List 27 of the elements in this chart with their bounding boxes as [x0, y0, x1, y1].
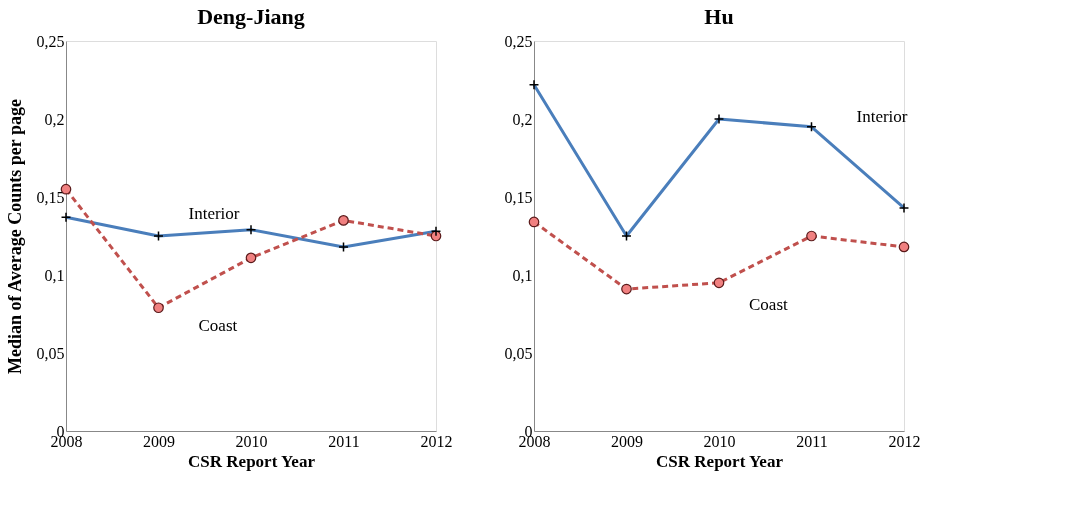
y-tick-label: 0,2 [44, 110, 65, 128]
x-tick-label: 2010 [235, 432, 268, 450]
x-tick-label: 2012 [888, 432, 921, 450]
x-axis-title: CSR Report Year [656, 451, 784, 471]
series-label: Coast [198, 315, 238, 335]
x-tick-label: 2009 [143, 432, 175, 450]
y-tick-label: 0,1 [44, 266, 65, 284]
y-tick-label: 0,05 [36, 344, 65, 362]
y-tick-label: 0,05 [504, 344, 533, 362]
y-tick-label: 0,25 [504, 32, 533, 50]
y-axis-title: Median of Average Counts per page [4, 99, 25, 374]
x-tick-label: 2012 [420, 432, 453, 450]
series-label: Coast [749, 294, 788, 314]
x-tick-label: 2011 [328, 432, 360, 450]
series-label: Interior [856, 106, 908, 126]
x-tick-label: 2010 [703, 432, 736, 450]
y-tick-label: 0,25 [36, 32, 65, 50]
x-tick-label: 2011 [796, 432, 828, 450]
chart-title: Deng-Jiang [197, 4, 305, 29]
y-tick-label: 0,2 [512, 110, 533, 128]
y-tick-label: 0,15 [36, 188, 65, 206]
y-tick-label: 0,15 [504, 188, 533, 206]
x-axis-title: CSR Report Year [188, 451, 316, 471]
chart-title: Hu [704, 4, 734, 29]
series-label: Interior [188, 204, 240, 223]
y-tick-label: 0,1 [512, 266, 533, 284]
x-tick-label: 2009 [611, 432, 643, 450]
